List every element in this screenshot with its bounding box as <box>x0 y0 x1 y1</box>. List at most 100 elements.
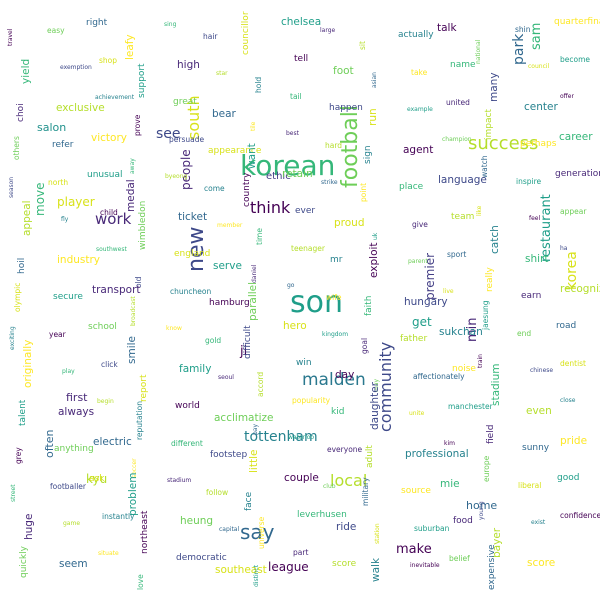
cloud-word-actually: actually <box>398 30 434 40</box>
cloud-word-appeal: appeal <box>21 200 33 236</box>
cloud-word-democratic: democratic <box>176 553 227 563</box>
cloud-word-fly: fly <box>61 216 69 223</box>
cloud-word-accord: accord <box>256 371 265 397</box>
cloud-word-noise: noise <box>452 364 476 374</box>
cloud-word-mie: mie <box>440 478 460 490</box>
cloud-word-restaurant: restaurant <box>539 194 554 262</box>
cloud-word-sukchan: sukchan <box>439 326 483 338</box>
cloud-word-wimbledon: wimbledon <box>138 200 148 250</box>
cloud-word-unite: unite <box>409 410 425 417</box>
cloud-word-always: always <box>58 406 95 418</box>
cloud-word-click: click <box>101 360 118 369</box>
cloud-word-think: think <box>250 198 291 217</box>
cloud-word-football: football <box>338 105 363 188</box>
cloud-word-unusual: unusual <box>87 170 123 180</box>
cloud-word-appearance: appearance <box>208 146 262 156</box>
cloud-word-career: career <box>559 131 593 143</box>
cloud-word-united: united <box>446 98 470 107</box>
cloud-word-become: become <box>560 55 591 64</box>
cloud-word-instantly: instantly <box>102 512 135 521</box>
cloud-word-parallel: parallel <box>247 281 259 321</box>
cloud-word-father: father <box>400 334 428 344</box>
cloud-word-retain: retain <box>282 168 313 180</box>
cloud-word-point: point <box>359 182 368 202</box>
cloud-word-industry: industry <box>57 254 101 266</box>
cloud-word-appear: appear <box>560 207 587 216</box>
cloud-word-local: local <box>330 471 368 490</box>
cloud-word-walk: walk <box>370 557 382 582</box>
cloud-word-like: like <box>476 205 483 216</box>
cloud-word-impact: impact <box>484 109 494 140</box>
cloud-word-universe: universe <box>257 516 266 549</box>
cloud-word-exciting: exciting <box>9 326 16 350</box>
cloud-word-asian: asian <box>371 72 378 88</box>
cloud-word-goal: goal <box>360 337 369 354</box>
cloud-word-national: national <box>475 39 482 64</box>
cloud-word-win: win <box>296 358 312 368</box>
cloud-word-know: know <box>166 325 182 332</box>
cloud-word-wife: wife <box>326 293 342 302</box>
cloud-word-huge: huge <box>23 513 35 540</box>
cloud-word-faith: faith <box>364 295 374 316</box>
cloud-word-sing: sing <box>164 21 177 28</box>
cloud-word-best: best <box>286 130 299 137</box>
cloud-word-reputation: reputation <box>135 401 144 440</box>
cloud-word-victory: victory <box>91 132 127 144</box>
cloud-word-catch: catch <box>489 225 501 254</box>
cloud-word-inevitable: inevitable <box>410 562 440 569</box>
cloud-word-tell: tell <box>294 54 309 64</box>
cloud-word-travel: travel <box>7 28 14 46</box>
cloud-word-situate: situate <box>98 550 119 557</box>
cloud-word-olympic: olympic <box>13 282 22 312</box>
cloud-word-name: name <box>450 60 476 70</box>
cloud-word-quarterfinal: quarterfinal <box>554 17 600 27</box>
cloud-word-young: young <box>478 501 485 520</box>
cloud-word-sign: sign <box>363 145 373 164</box>
cloud-word-club: club <box>323 483 336 490</box>
cloud-word-agent: agent <box>403 144 434 156</box>
cloud-word-score: score <box>527 557 556 569</box>
cloud-word-season: season <box>8 176 15 198</box>
cloud-word-school: school <box>88 322 117 332</box>
cloud-word-stadium: stadium <box>167 477 192 484</box>
cloud-word-player: player <box>57 195 95 209</box>
cloud-word-different: different <box>171 439 203 448</box>
cloud-word-example: example <box>407 106 433 113</box>
cloud-word-kim: kim <box>444 440 455 447</box>
cloud-word-great: great <box>173 97 197 107</box>
cloud-word-ethic: ethic <box>266 171 291 182</box>
cloud-word-family: family <box>179 363 212 375</box>
cloud-word-expensive: expensive <box>487 544 497 590</box>
cloud-word-say: say <box>240 520 275 544</box>
cloud-word-acclimatize: acclimatize <box>214 412 274 424</box>
cloud-word-food: food <box>453 516 473 526</box>
cloud-word-popularity: popularity <box>292 396 331 405</box>
cloud-word-league: league <box>268 560 309 574</box>
cloud-word-hero: hero <box>283 320 307 332</box>
cloud-word-tile: tile <box>250 121 257 131</box>
cloud-word-street: street <box>10 484 17 502</box>
cloud-word-chinese: chinese <box>530 367 554 374</box>
cloud-word-mr: mr <box>330 255 343 265</box>
cloud-word-problem: problem <box>127 472 139 516</box>
cloud-word-see: see <box>156 126 181 142</box>
cloud-word-large: large <box>320 27 336 34</box>
cloud-word-time: time <box>255 228 264 245</box>
cloud-word-bear: bear <box>212 108 236 120</box>
cloud-word-capital: capital <box>219 526 240 533</box>
cloud-word-give: give <box>412 220 428 229</box>
cloud-word-little: little <box>248 449 260 473</box>
cloud-word-gold: gold <box>205 336 222 345</box>
cloud-word-military: military <box>361 477 370 506</box>
cloud-word-away: away <box>129 158 136 174</box>
cloud-word-field: field <box>486 424 496 444</box>
cloud-word-councillor: councillor <box>241 11 251 55</box>
cloud-word-serve: serve <box>213 260 242 272</box>
cloud-word-really: really <box>485 267 495 292</box>
cloud-word-place: place <box>399 182 424 192</box>
cloud-word-manchester: manchester <box>448 402 493 411</box>
cloud-word-difficult: difficult <box>243 325 253 359</box>
cloud-word-live: live <box>443 288 454 295</box>
cloud-word-hoil: hoil <box>17 257 27 274</box>
cloud-word-broadcast: broadcast <box>130 296 137 326</box>
